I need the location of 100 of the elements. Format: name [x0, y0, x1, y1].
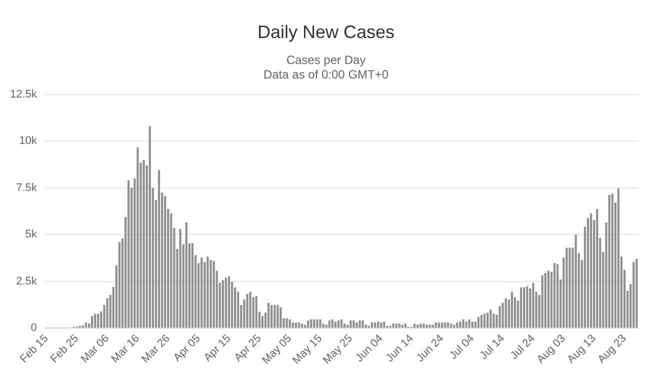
- x-tick-label: Feb 25: [48, 332, 82, 366]
- bar: [334, 322, 337, 328]
- bar: [523, 287, 526, 328]
- bar: [249, 292, 252, 328]
- bar: [191, 243, 194, 328]
- bar: [274, 304, 276, 328]
- bar: [380, 322, 382, 328]
- bar: [574, 234, 577, 328]
- bar: [428, 324, 431, 328]
- bar: [228, 276, 230, 328]
- bar: [392, 324, 394, 328]
- bar: [490, 309, 492, 328]
- bar: [526, 286, 528, 328]
- bar: [374, 322, 376, 328]
- bar: [434, 322, 437, 328]
- bar: [456, 322, 458, 328]
- bar: [352, 320, 355, 328]
- bar: [440, 322, 444, 328]
- y-tick-label: 12.5k: [10, 88, 38, 100]
- bar: [91, 316, 94, 328]
- x-tick-label: Jul 14: [478, 332, 508, 362]
- bar: [438, 322, 440, 328]
- bar: [331, 319, 334, 328]
- bar: [611, 194, 614, 328]
- x-tick-label: May 25: [320, 332, 355, 367]
- bar: [270, 304, 273, 328]
- bar: [486, 312, 489, 328]
- bar: [212, 260, 215, 328]
- bar: [179, 229, 182, 328]
- bar: [370, 322, 374, 328]
- bar: [414, 324, 416, 328]
- x-tick-label: Feb 15: [18, 332, 51, 366]
- bar: [492, 314, 495, 328]
- bar: [322, 324, 324, 328]
- bar: [288, 319, 291, 328]
- bar: [459, 322, 462, 328]
- bar: [422, 324, 425, 328]
- x-tick-label: Apr 15: [202, 332, 234, 364]
- bar: [426, 324, 428, 328]
- y-tick-label: 5k: [25, 228, 38, 241]
- bar: [471, 322, 474, 328]
- bar: [376, 322, 380, 328]
- bar: [498, 306, 501, 328]
- bar: [224, 278, 227, 328]
- bar: [510, 292, 513, 328]
- bar: [446, 322, 450, 328]
- bar: [294, 322, 297, 328]
- bar: [586, 218, 590, 328]
- x-tick-label: Aug 13: [565, 332, 598, 366]
- y-tick-label: 10k: [19, 135, 38, 148]
- x-tick-label: Mar 16: [109, 332, 142, 366]
- x-tick-label: Apr 05: [171, 332, 203, 364]
- bar: [337, 320, 340, 328]
- bar: [420, 324, 422, 328]
- bar: [158, 170, 160, 328]
- bar: [504, 298, 507, 328]
- bar: [328, 320, 330, 328]
- bar: [94, 314, 96, 328]
- bar: [267, 302, 270, 328]
- bar: [185, 222, 188, 328]
- bar: [128, 180, 130, 328]
- bar: [556, 264, 559, 328]
- bar: [142, 160, 145, 328]
- bar: [465, 322, 468, 328]
- bar: [286, 318, 288, 328]
- bar: [307, 320, 310, 328]
- bar: [541, 275, 544, 328]
- bar: [84, 322, 88, 328]
- bar: [210, 260, 212, 328]
- x-tick-label: Mar 06: [78, 332, 112, 366]
- bar: [310, 319, 312, 328]
- bar: [636, 258, 638, 328]
- bar: [398, 324, 400, 328]
- x-tick-label: Jul 04: [447, 332, 477, 362]
- bar: [313, 319, 316, 328]
- bar: [148, 126, 151, 328]
- chart-title: Daily New Cases: [257, 22, 395, 42]
- bar: [477, 317, 480, 328]
- bar: [444, 322, 446, 328]
- bar: [356, 322, 358, 328]
- bar: [468, 319, 470, 328]
- x-tick-label: Jun 14: [384, 332, 416, 364]
- bar: [118, 242, 121, 328]
- bar: [246, 294, 248, 328]
- bar: [319, 319, 322, 328]
- bar: [298, 322, 300, 328]
- bar: [404, 324, 407, 328]
- bar: [206, 256, 209, 328]
- bar: [350, 320, 352, 328]
- bar: [344, 324, 346, 328]
- y-tick-label: 0: [30, 322, 37, 334]
- bar: [316, 319, 318, 328]
- bar: [200, 258, 203, 328]
- bar: [358, 320, 361, 328]
- x-tick-label: Jul 24: [508, 332, 538, 362]
- bar: [568, 248, 571, 328]
- bar: [450, 324, 452, 328]
- bar: [106, 298, 108, 328]
- bar: [300, 324, 304, 328]
- bar: [395, 324, 398, 328]
